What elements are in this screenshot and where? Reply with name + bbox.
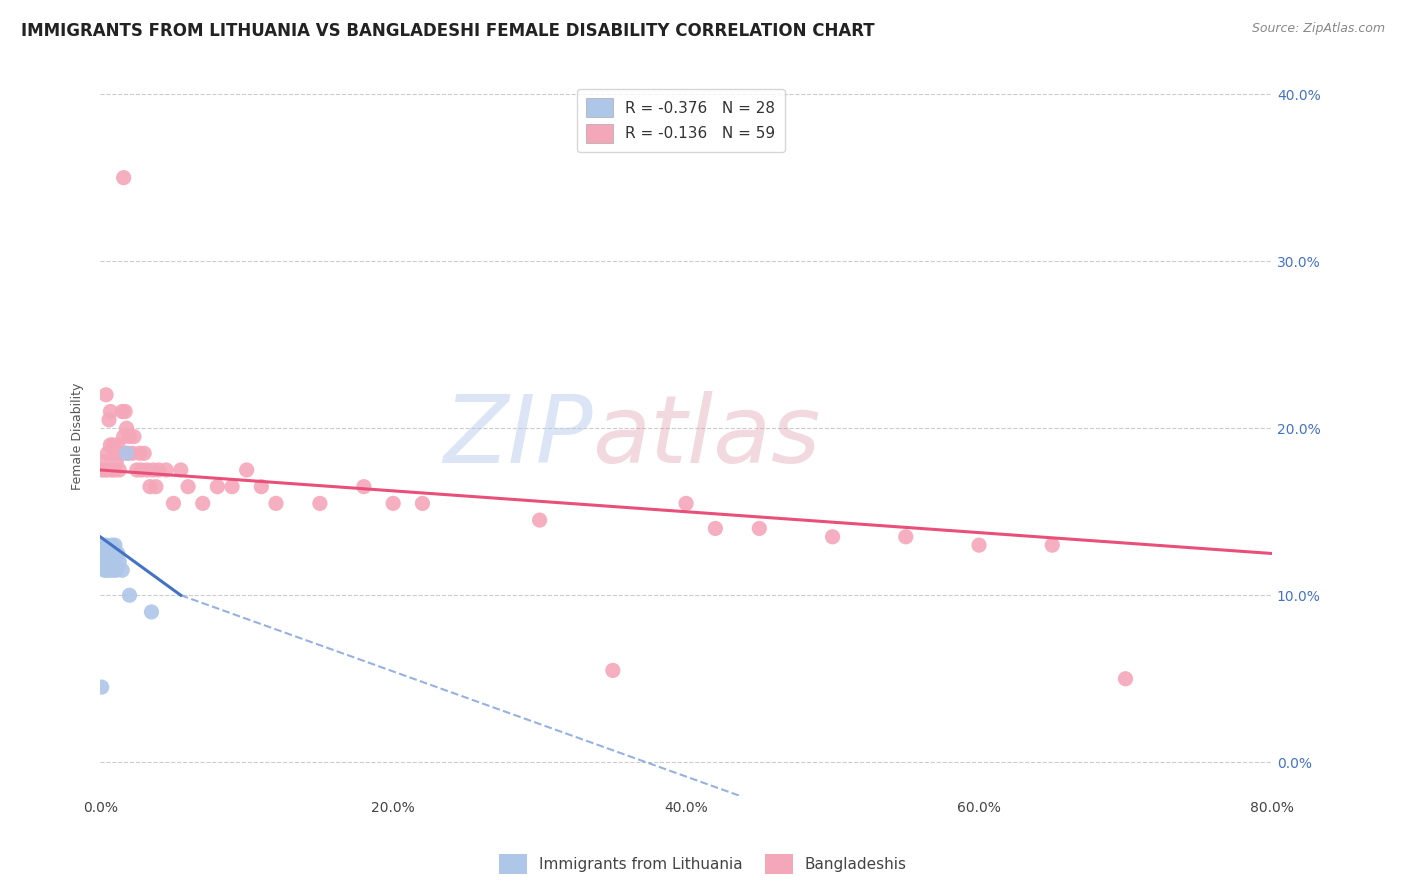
Point — [129, 463, 152, 477]
Point — [115, 446, 138, 460]
Point — [235, 463, 257, 477]
Point — [704, 521, 727, 535]
Point — [108, 555, 131, 569]
Point — [101, 538, 124, 552]
Point — [148, 463, 170, 477]
Point — [91, 547, 114, 561]
Point — [602, 664, 624, 678]
Point — [96, 555, 118, 569]
Point — [111, 404, 134, 418]
Text: atlas: atlas — [592, 391, 821, 482]
Point — [104, 463, 127, 477]
Point — [142, 463, 165, 477]
Point — [103, 438, 125, 452]
Point — [250, 480, 273, 494]
Point — [122, 429, 145, 443]
Point — [103, 563, 125, 577]
Point — [98, 547, 121, 561]
Point — [98, 413, 121, 427]
Point — [96, 446, 118, 460]
Point — [105, 455, 128, 469]
Point — [155, 463, 177, 477]
Point — [90, 463, 112, 477]
Point — [125, 463, 148, 477]
Point — [162, 496, 184, 510]
Point — [104, 446, 127, 460]
Point — [353, 480, 375, 494]
Y-axis label: Female Disability: Female Disability — [72, 383, 84, 491]
Point — [96, 463, 118, 477]
Point — [121, 446, 143, 460]
Point — [94, 538, 117, 552]
Point — [118, 588, 141, 602]
Point — [91, 455, 114, 469]
Point — [107, 547, 129, 561]
Point — [117, 446, 139, 460]
Point — [94, 563, 117, 577]
Point — [101, 463, 124, 477]
Legend: R = -0.376   N = 28, R = -0.136   N = 59: R = -0.376 N = 28, R = -0.136 N = 59 — [576, 88, 785, 153]
Point — [967, 538, 990, 552]
Point — [93, 463, 115, 477]
Point — [107, 438, 129, 452]
Point — [894, 530, 917, 544]
Point — [136, 463, 159, 477]
Point — [170, 463, 193, 477]
Point — [93, 555, 115, 569]
Point — [100, 563, 122, 577]
Point — [821, 530, 844, 544]
Point — [104, 555, 127, 569]
Point — [411, 496, 433, 510]
Point — [100, 404, 122, 418]
Point — [96, 563, 118, 577]
Point — [112, 429, 135, 443]
Point — [105, 563, 128, 577]
Point — [748, 521, 770, 535]
Point — [104, 538, 127, 552]
Point — [139, 480, 162, 494]
Point — [94, 388, 117, 402]
Point — [221, 480, 243, 494]
Point — [529, 513, 551, 527]
Point — [114, 404, 136, 418]
Point — [93, 563, 115, 577]
Point — [264, 496, 287, 510]
Point — [115, 421, 138, 435]
Point — [145, 480, 167, 494]
Point — [118, 429, 141, 443]
Point — [1114, 672, 1136, 686]
Point — [112, 170, 135, 185]
Point — [98, 555, 121, 569]
Point — [96, 547, 118, 561]
Point — [108, 463, 131, 477]
Point — [382, 496, 405, 510]
Point — [103, 547, 125, 561]
Point — [309, 496, 332, 510]
Point — [141, 605, 163, 619]
Point — [1040, 538, 1063, 552]
Point — [191, 496, 214, 510]
Point — [90, 538, 112, 552]
Point — [177, 480, 200, 494]
Text: ZIP: ZIP — [443, 391, 592, 482]
Point — [110, 446, 132, 460]
Legend: Immigrants from Lithuania, Bangladeshis: Immigrants from Lithuania, Bangladeshis — [494, 848, 912, 880]
Text: IMMIGRANTS FROM LITHUANIA VS BANGLADESHI FEMALE DISABILITY CORRELATION CHART: IMMIGRANTS FROM LITHUANIA VS BANGLADESHI… — [21, 22, 875, 40]
Point — [675, 496, 697, 510]
Point — [111, 563, 134, 577]
Point — [128, 446, 150, 460]
Point — [100, 547, 122, 561]
Point — [100, 438, 122, 452]
Point — [207, 480, 229, 494]
Point — [94, 555, 117, 569]
Point — [90, 680, 112, 694]
Text: Source: ZipAtlas.com: Source: ZipAtlas.com — [1251, 22, 1385, 36]
Point — [134, 446, 156, 460]
Point — [101, 555, 124, 569]
